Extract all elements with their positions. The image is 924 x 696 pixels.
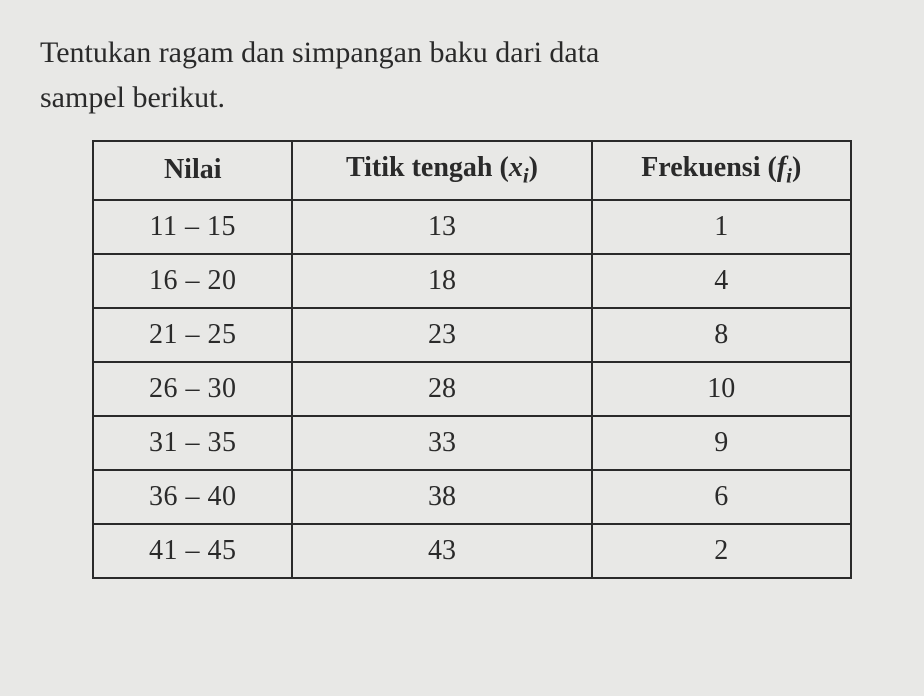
instruction-line1: Tentukan ragam dan simpangan baku dari d… (40, 36, 599, 69)
table-wrapper: Nilai Titik tengah (xi) Frekuensi (fi) 1… (40, 140, 884, 579)
header-titik-sub: i (523, 164, 529, 188)
cell-nilai: 26 – 30 (93, 362, 292, 416)
header-nilai: Nilai (93, 141, 292, 200)
cell-frek: 1 (592, 200, 851, 254)
header-frek-paren: (fi) (767, 152, 801, 183)
cell-titik: 33 (292, 416, 591, 470)
table-header-row: Nilai Titik tengah (xi) Frekuensi (fi) (93, 141, 851, 200)
cell-titik: 13 (292, 200, 591, 254)
cell-frek: 8 (592, 308, 851, 362)
header-frek: Frekuensi (fi) (592, 141, 851, 200)
cell-frek: 2 (592, 524, 851, 578)
cell-nilai: 11 – 15 (93, 200, 292, 254)
header-titik: Titik tengah (xi) (292, 141, 591, 200)
instruction-line2: sampel berikut. (40, 81, 225, 114)
table-row: 11 – 15 13 1 (93, 200, 851, 254)
data-table: Nilai Titik tengah (xi) Frekuensi (fi) 1… (92, 140, 852, 579)
cell-titik: 18 (292, 254, 591, 308)
table-body: 11 – 15 13 1 16 – 20 18 4 21 – 25 23 8 2… (93, 200, 851, 578)
header-frek-sub: i (786, 164, 792, 188)
cell-titik: 28 (292, 362, 591, 416)
table-row: 31 – 35 33 9 (93, 416, 851, 470)
cell-frek: 9 (592, 416, 851, 470)
cell-nilai: 36 – 40 (93, 470, 292, 524)
header-frek-label: Frekuensi (641, 152, 760, 183)
header-titik-label: Titik tengah (346, 152, 493, 183)
table-row: 41 – 45 43 2 (93, 524, 851, 578)
table-row: 36 – 40 38 6 (93, 470, 851, 524)
cell-titik: 38 (292, 470, 591, 524)
cell-nilai: 21 – 25 (93, 308, 292, 362)
cell-titik: 43 (292, 524, 591, 578)
cell-nilai: 41 – 45 (93, 524, 292, 578)
cell-nilai: 16 – 20 (93, 254, 292, 308)
header-nilai-text: Nilai (164, 154, 222, 185)
table-row: 16 – 20 18 4 (93, 254, 851, 308)
cell-nilai: 31 – 35 (93, 416, 292, 470)
instruction-text: Tentukan ragam dan simpangan baku dari d… (40, 30, 884, 120)
cell-frek: 6 (592, 470, 851, 524)
cell-frek: 4 (592, 254, 851, 308)
cell-frek: 10 (592, 362, 851, 416)
table-row: 21 – 25 23 8 (93, 308, 851, 362)
header-frek-var: f (777, 152, 786, 183)
header-titik-var: x (509, 152, 523, 183)
header-titik-paren: (xi) (500, 152, 539, 183)
cell-titik: 23 (292, 308, 591, 362)
table-row: 26 – 30 28 10 (93, 362, 851, 416)
